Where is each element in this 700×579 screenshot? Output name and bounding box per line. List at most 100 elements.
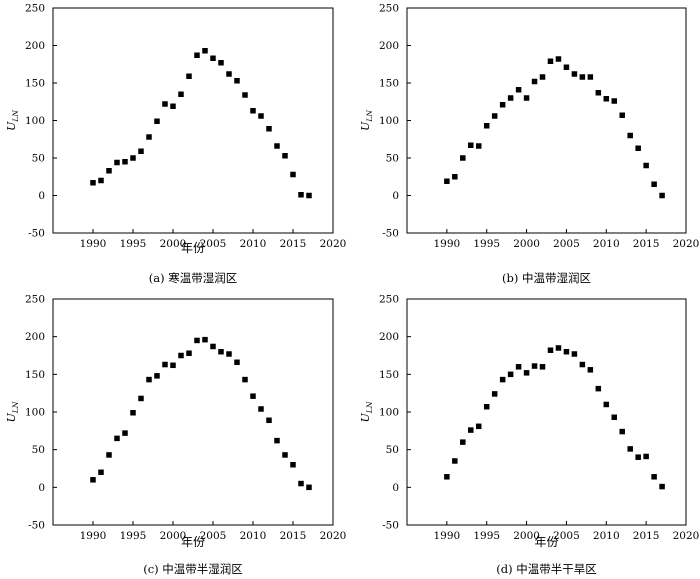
y-axis-label: ULN <box>359 401 374 422</box>
y-tick-label: 250 <box>25 3 45 15</box>
data-point <box>659 192 665 199</box>
y-tick-label: 200 <box>379 331 399 343</box>
y-axis-label-sub: LN <box>11 110 20 123</box>
x-tick-label: 2020 <box>673 238 700 250</box>
y-tick-label: 50 <box>386 153 399 165</box>
data-point <box>659 483 665 490</box>
y-axis-label-sub: LN <box>365 110 374 123</box>
data-point <box>90 477 96 483</box>
x-tick-label: 1995 <box>473 530 500 542</box>
y-tick-label: -50 <box>382 520 399 532</box>
data-point <box>258 113 264 119</box>
data-point <box>226 351 232 357</box>
data-point <box>483 123 490 129</box>
y-axis-label: ULN <box>359 110 374 131</box>
data-point <box>274 143 280 149</box>
data-point <box>587 367 594 373</box>
x-tick-label: 2000 <box>513 530 540 542</box>
data-point <box>106 452 112 458</box>
y-tick-label: 0 <box>38 482 45 494</box>
data-point <box>475 143 482 149</box>
data-point <box>98 177 104 184</box>
x-tick-label: 2015 <box>280 530 307 542</box>
data-point <box>587 74 594 80</box>
data-point <box>547 347 554 353</box>
x-tick-label: 2010 <box>593 530 620 542</box>
x-tick-label: 2005 <box>553 530 580 542</box>
data-point <box>603 401 610 408</box>
y-tick-label: 250 <box>379 3 399 15</box>
data-point <box>178 91 184 97</box>
y-tick-label: 0 <box>38 190 45 202</box>
data-point <box>547 58 554 64</box>
panel-caption: (c) 中温带半湿润区 <box>143 562 243 576</box>
y-tick-label: -50 <box>382 228 399 240</box>
panel-caption: (b) 中温带湿润区 <box>502 271 591 285</box>
y-axis-label-main: U <box>5 121 18 131</box>
data-point <box>226 71 232 77</box>
y-tick-label: 100 <box>25 115 45 127</box>
y-axis-label-sub: LN <box>11 401 20 414</box>
data-point <box>603 96 610 102</box>
data-point <box>611 98 618 104</box>
data-point <box>114 159 120 166</box>
x-axis-label: 年份 <box>181 241 205 255</box>
y-axis-label-sub: LN <box>365 401 374 414</box>
data-point <box>298 480 304 487</box>
data-point <box>651 181 657 187</box>
y-tick-label: 200 <box>25 331 45 343</box>
y-tick-label: 150 <box>25 369 45 381</box>
data-point <box>210 343 216 350</box>
y-tick-label: 100 <box>379 115 399 127</box>
data-point <box>274 437 280 444</box>
x-tick-label: 2015 <box>280 238 307 250</box>
data-point <box>483 403 490 410</box>
data-point <box>154 118 160 124</box>
data-point <box>635 145 641 151</box>
data-point <box>627 132 633 139</box>
data-point <box>539 74 546 80</box>
x-tick-label: 2020 <box>673 530 700 542</box>
x-tick-label: 2020 <box>320 238 347 250</box>
plot-frame <box>406 7 687 234</box>
panel-caption: (a) 寒温带湿润区 <box>149 271 237 285</box>
y-tick-label: -50 <box>28 228 45 240</box>
y-axis-label-main: U <box>359 121 372 131</box>
data-point <box>651 474 657 480</box>
x-tick-label: 2005 <box>200 530 227 542</box>
data-point <box>523 95 530 101</box>
data-point <box>282 452 288 458</box>
data-point <box>130 410 136 416</box>
x-tick-label: 2005 <box>200 238 227 250</box>
data-point <box>234 78 240 84</box>
data-point <box>138 395 144 402</box>
x-tick-label: 1990 <box>80 238 107 250</box>
data-point <box>130 155 136 161</box>
data-point <box>218 60 224 66</box>
y-tick-label: 50 <box>386 444 399 456</box>
data-point <box>643 162 649 169</box>
x-tick-label: 2020 <box>320 530 347 542</box>
data-point <box>531 363 538 369</box>
data-point <box>452 174 458 180</box>
data-point <box>531 78 538 85</box>
x-tick-label: 2000 <box>160 530 187 542</box>
data-point <box>162 361 168 368</box>
data-point <box>90 180 96 186</box>
data-point <box>515 364 522 370</box>
y-tick-label: 200 <box>25 40 45 52</box>
data-point <box>146 134 152 140</box>
data-point <box>507 371 514 378</box>
x-tick-label: 2000 <box>513 238 540 250</box>
data-point <box>298 192 304 198</box>
data-point <box>619 112 625 118</box>
data-point <box>234 359 240 366</box>
x-tick-label: 2010 <box>240 530 267 542</box>
data-point <box>282 153 288 159</box>
data-point <box>444 474 450 480</box>
data-point <box>306 484 312 491</box>
data-point <box>507 95 514 101</box>
y-tick-label: 250 <box>25 294 45 306</box>
x-tick-label: 2015 <box>633 530 660 542</box>
x-tick-label: 2000 <box>160 238 187 250</box>
